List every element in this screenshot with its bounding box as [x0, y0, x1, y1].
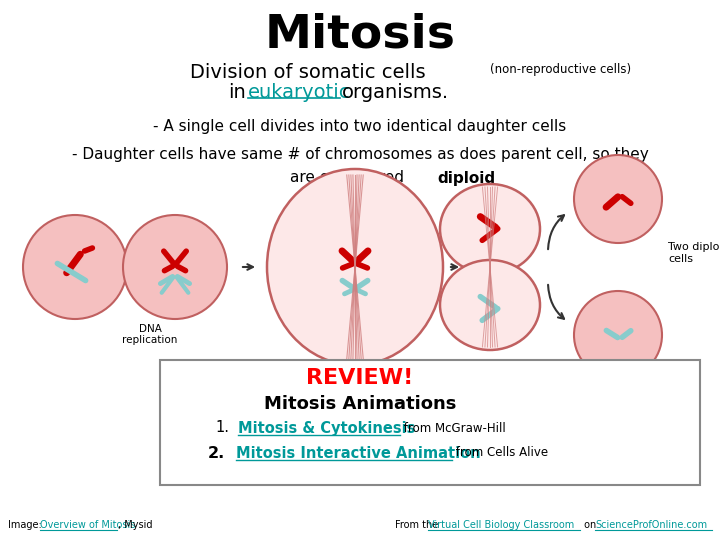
Text: Mitosis: Mitosis: [264, 12, 456, 57]
Ellipse shape: [574, 291, 662, 379]
Text: diploid: diploid: [437, 171, 495, 186]
Text: organisms.: organisms.: [342, 83, 449, 102]
FancyBboxPatch shape: [160, 360, 700, 485]
Text: replication: replication: [122, 335, 178, 345]
Text: Image:: Image:: [8, 520, 45, 530]
Text: Mitosis: Mitosis: [335, 389, 376, 402]
Text: Virtual Cell Biology Classroom: Virtual Cell Biology Classroom: [428, 520, 575, 530]
Text: - A single cell divides into two identical daughter cells: - A single cell divides into two identic…: [153, 119, 567, 134]
Text: are considered: are considered: [290, 171, 404, 186]
Text: Division of somatic cells: Division of somatic cells: [190, 63, 426, 82]
Text: cells: cells: [668, 254, 693, 264]
Ellipse shape: [574, 155, 662, 243]
Ellipse shape: [123, 215, 227, 319]
Text: Mitosis & Cytokinesis: Mitosis & Cytokinesis: [238, 421, 415, 435]
Ellipse shape: [440, 260, 540, 350]
Text: from Cells Alive: from Cells Alive: [452, 447, 548, 460]
Text: ScienceProfOnline.com: ScienceProfOnline.com: [595, 520, 707, 530]
Text: DNA: DNA: [138, 324, 161, 334]
Text: From the: From the: [395, 520, 441, 530]
Text: eukaryotic: eukaryotic: [248, 83, 351, 102]
Text: .: .: [485, 171, 490, 186]
Text: 1.: 1.: [215, 421, 229, 435]
Text: on: on: [581, 520, 599, 530]
Text: Overview of Mitosis: Overview of Mitosis: [40, 520, 135, 530]
Text: (non-reproductive cells): (non-reproductive cells): [490, 63, 631, 76]
Text: in: in: [228, 83, 246, 102]
Text: Mitosis Animations: Mitosis Animations: [264, 395, 456, 413]
Text: - Daughter cells have same # of chromosomes as does parent cell, so they: - Daughter cells have same # of chromoso…: [71, 147, 649, 163]
Ellipse shape: [440, 184, 540, 274]
Text: , Mysid: , Mysid: [118, 520, 153, 530]
Ellipse shape: [23, 215, 127, 319]
Text: from McGraw-Hill: from McGraw-Hill: [400, 422, 505, 435]
Ellipse shape: [267, 169, 443, 365]
Text: Two diploid: Two diploid: [668, 242, 720, 252]
Text: Mitosis Interactive Animation: Mitosis Interactive Animation: [236, 446, 481, 461]
Text: 2.: 2.: [208, 446, 225, 461]
Text: REVIEW!: REVIEW!: [307, 368, 413, 388]
